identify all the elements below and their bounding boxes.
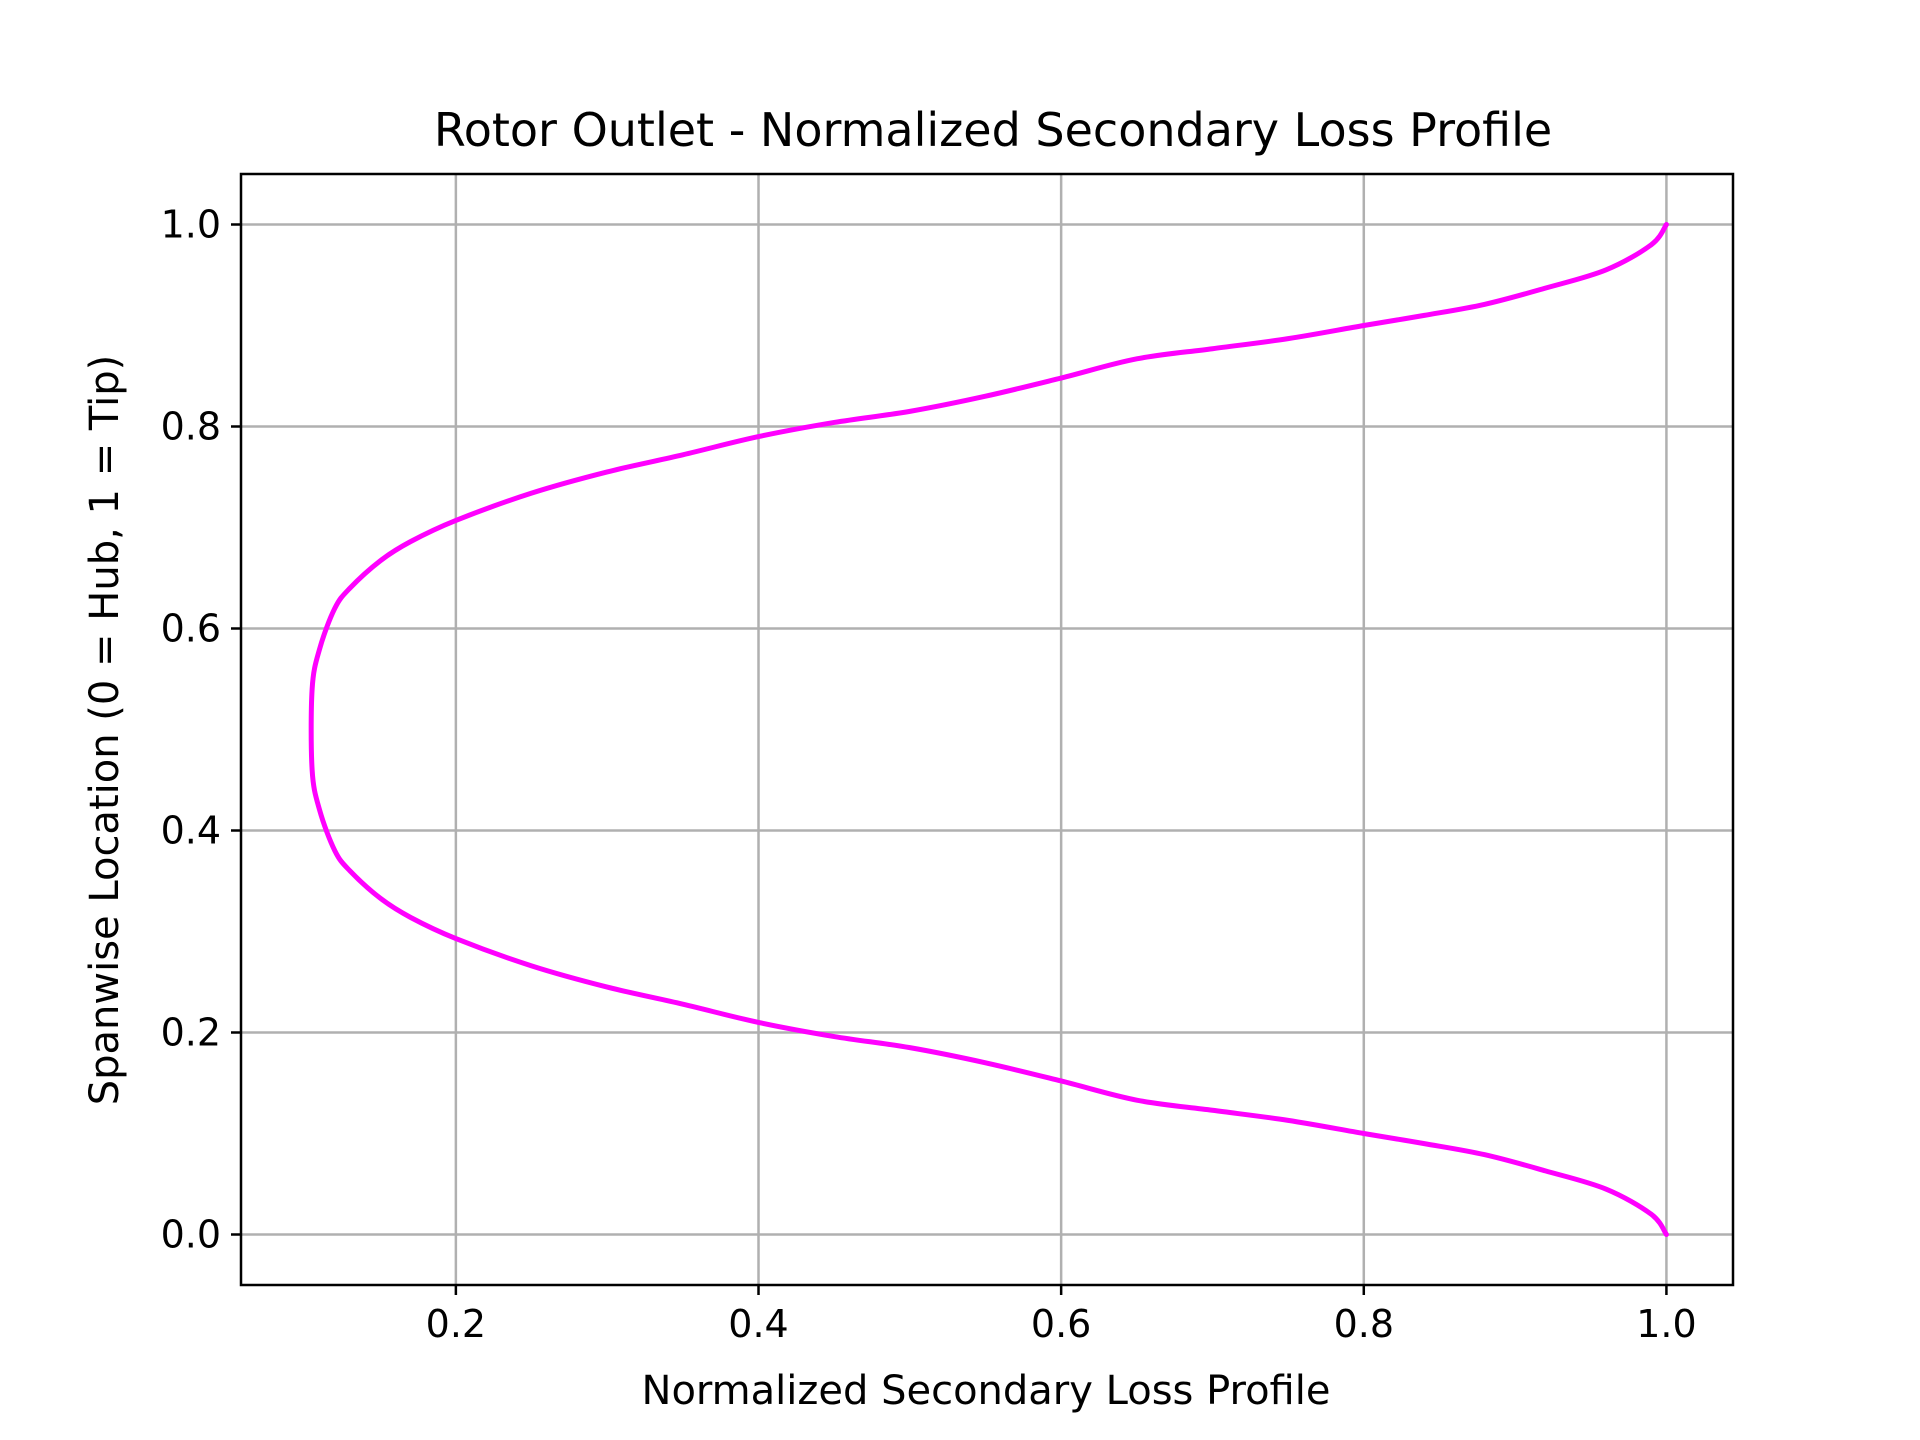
ticks: 0.2 0.4 0.6 0.8 1.0 0.0 0.2 0.4 0.6 0.8 1.0 [161, 203, 1697, 1347]
y-tick-label: 0.4 [161, 809, 221, 853]
y-tick-label: 0.0 [161, 1213, 221, 1257]
x-tick-label: 1.0 [1636, 1302, 1696, 1346]
y-tick-label: 0.8 [161, 405, 221, 449]
chart-title: Rotor Outlet - Normalized Secondary Loss… [434, 103, 1552, 157]
x-tick-label: 0.4 [728, 1302, 788, 1346]
plot-frame [239, 172, 1735, 1287]
loss-profile-line [308, 222, 1669, 1237]
y-tick-label: 0.6 [161, 607, 221, 651]
grid [241, 174, 1733, 1285]
x-tick-label: 0.2 [426, 1302, 486, 1346]
plot-area [308, 222, 1669, 1237]
x-tick-label: 0.8 [1334, 1302, 1394, 1346]
y-tick-label: 0.2 [161, 1011, 221, 1055]
y-tick-label: 1.0 [161, 203, 221, 247]
y-axis-label: Spanwise Location (0 = Hub, 1 = Tip) [82, 355, 128, 1106]
x-tick-label: 0.6 [1031, 1302, 1091, 1346]
x-axis-label: Normalized Secondary Loss Profile [642, 1368, 1331, 1414]
